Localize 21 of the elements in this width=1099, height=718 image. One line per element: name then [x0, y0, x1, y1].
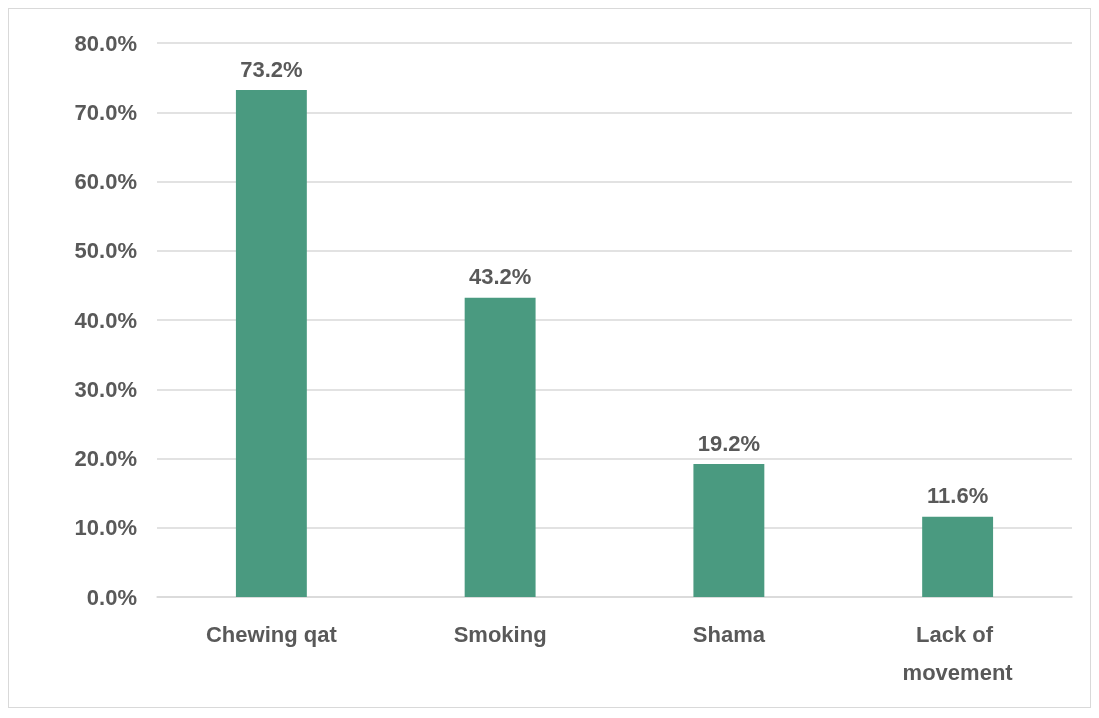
data-label: 19.2% [697, 430, 761, 456]
x-tick-label: Smoking [453, 621, 547, 647]
y-tick-label: 0.0% [86, 584, 137, 610]
bar [693, 464, 765, 597]
y-tick-label: 80.0% [74, 30, 137, 56]
y-tick-label: 40.0% [74, 307, 137, 333]
data-label: 43.2% [468, 264, 532, 290]
y-tick-label: 60.0% [74, 169, 137, 194]
y-tick-label: 10.0% [74, 515, 137, 541]
x-tick-label: Shama [692, 621, 766, 647]
x-tick-label: Lack of movement [902, 621, 1014, 685]
y-tick-label: 70.0% [74, 99, 137, 125]
y-tick-label: 20.0% [74, 446, 137, 471]
bar [235, 90, 307, 597]
bar [464, 297, 536, 597]
y-tick-label: 30.0% [74, 376, 137, 402]
x-tick-label: Chewing qat [205, 621, 338, 647]
bar [922, 516, 994, 597]
data-label: 73.2% [240, 56, 303, 82]
y-tick-label: 50.0% [74, 238, 137, 264]
data-label: 11.6% [927, 483, 989, 509]
